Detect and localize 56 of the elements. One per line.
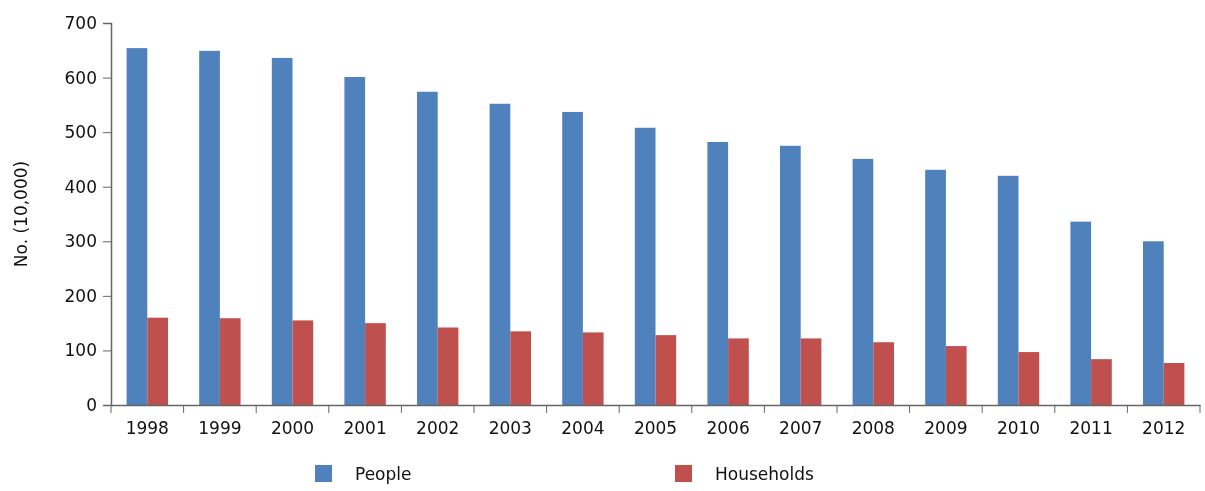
bar [1143, 241, 1164, 405]
y-axis-title: No. (10,000) [11, 160, 31, 268]
bar [728, 338, 749, 405]
bar [344, 77, 366, 405]
bar [292, 320, 314, 405]
x-tick-label: 2004 [561, 417, 605, 438]
bar [800, 338, 822, 405]
x-tick-label: 2009 [924, 417, 968, 438]
legend-label: Households [715, 464, 814, 484]
bar [199, 50, 220, 405]
bar [1163, 362, 1185, 405]
bar [562, 111, 583, 405]
x-tick-label: 2012 [1142, 417, 1186, 438]
bar [945, 346, 967, 405]
x-tick-label: 2011 [1069, 417, 1113, 438]
bar [1018, 352, 1040, 405]
x-tick-label: 1998 [125, 417, 169, 438]
bar [997, 175, 1019, 405]
bar [219, 318, 241, 405]
x-tick-label: 2001 [343, 417, 387, 438]
x-tick-label: 2002 [416, 417, 460, 438]
legend-label: People [355, 464, 412, 484]
bar [126, 48, 148, 405]
y-tick-label: 700 [64, 12, 97, 33]
y-tick-label: 100 [64, 340, 97, 361]
bar [925, 169, 946, 405]
bar [707, 141, 729, 405]
bar [780, 145, 801, 405]
bar [417, 91, 438, 405]
x-tick-label: 2000 [270, 417, 315, 438]
bar [1091, 359, 1112, 405]
bar [655, 335, 677, 405]
y-tick-label: 400 [64, 176, 97, 197]
x-tick-label: 2010 [996, 417, 1041, 438]
x-tick-label: 2005 [633, 417, 678, 438]
bar [147, 317, 168, 405]
y-tick-label: 0 [86, 394, 97, 415]
x-tick-label: 2007 [779, 417, 823, 438]
bar [489, 103, 511, 405]
bar [437, 327, 459, 405]
bar [634, 127, 656, 405]
y-tick-label: 300 [64, 231, 97, 252]
x-tick-label: 2008 [851, 417, 895, 438]
bar [510, 331, 531, 405]
bar [582, 332, 604, 405]
x-tick-label: 1999 [198, 417, 242, 438]
bar [365, 323, 386, 405]
x-tick-label: 2003 [488, 417, 532, 438]
y-tick-label: 200 [64, 285, 97, 306]
bar [873, 342, 894, 405]
x-tick-label: 2006 [706, 417, 750, 438]
y-tick-label: 500 [64, 122, 97, 143]
bar [271, 57, 293, 405]
bar [852, 158, 874, 405]
y-tick-label: 600 [64, 67, 97, 88]
bar [1070, 221, 1092, 405]
